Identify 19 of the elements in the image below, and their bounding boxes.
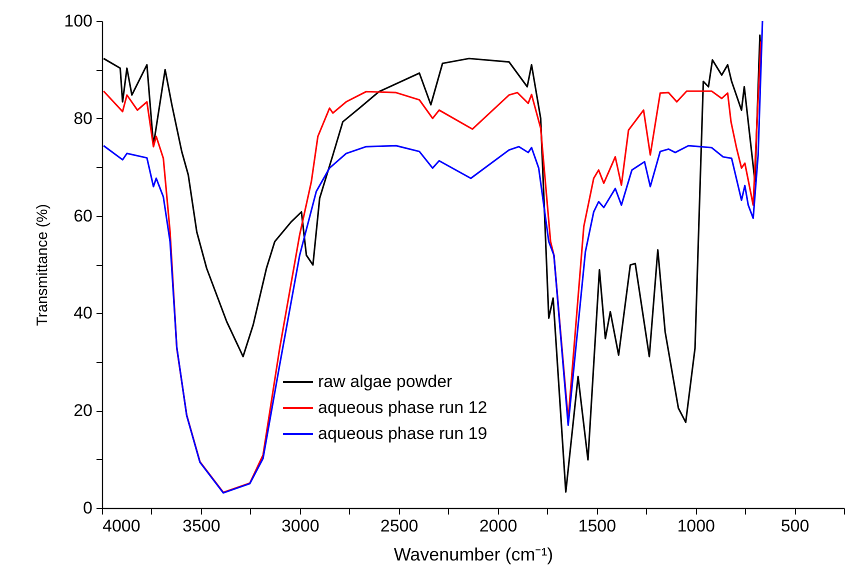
legend-label: raw algae powder [318,372,453,391]
y-tick-label: 40 [74,304,92,323]
y-tick-label: 60 [74,206,92,226]
x-tick-label: 500 [780,516,810,536]
y-tick-label: 0 [83,498,92,518]
y-axis-title: Transmittance (%) [34,204,52,326]
x-tick-label: 4000 [102,516,140,536]
legend-label: aqueous phase run 12 [318,398,488,417]
x-tick-label: 2500 [380,516,418,536]
x-tick-label: 1000 [677,516,716,536]
legend-label: aqueous phase run 19 [318,424,488,443]
x-tick-label: 1500 [578,516,616,536]
y-tick-label: 80 [74,108,92,128]
y-tick-label: 100 [64,12,92,30]
x-tick-label: 3500 [182,516,220,536]
y-tick-label: 20 [74,401,92,420]
x-tick-label: 3000 [281,516,320,536]
x-axis-title: Wavenumber (cm⁻¹) [394,544,554,564]
x-tick-label: 2000 [479,516,518,536]
